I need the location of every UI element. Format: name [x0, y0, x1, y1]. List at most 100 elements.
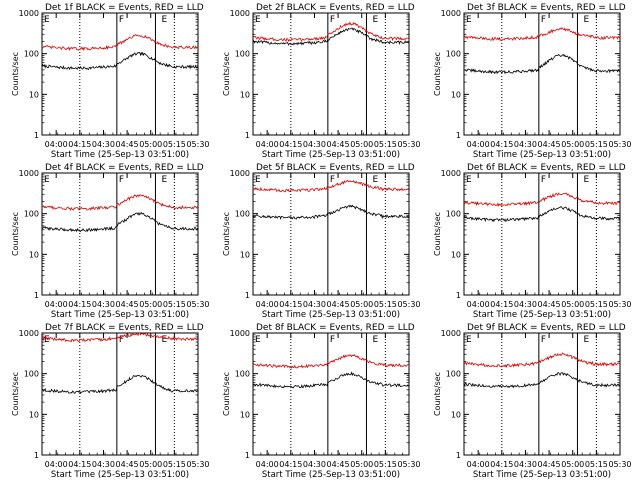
events-series-line	[41, 374, 199, 395]
x-tick-label: 05:00	[561, 460, 584, 469]
x-axis-label: Start Time (25-Sep-13 03:51:00)	[51, 150, 189, 160]
plot-frame	[41, 12, 199, 136]
marker-e-start-label: E	[44, 335, 50, 345]
events-series-line	[463, 372, 621, 389]
lld-series-line	[463, 27, 621, 42]
events-series-line	[252, 27, 410, 46]
x-tick-label: 04:15	[68, 460, 91, 469]
x-tick-label: 05:00	[139, 460, 162, 469]
lld-series-line	[463, 352, 621, 368]
y-tick-label: 10	[240, 250, 250, 259]
lld-series-line	[252, 354, 410, 369]
x-tick-label: 05:15	[585, 460, 608, 469]
x-tick-label: 05:00	[350, 140, 373, 149]
plot-frame	[463, 172, 621, 296]
x-tick-label: 04:00	[45, 460, 68, 469]
x-tick-label: 04:45	[327, 460, 350, 469]
y-axis-label: Counts/sec	[433, 52, 442, 96]
x-tick-label: 04:00	[256, 140, 279, 149]
panel-title: Det 9f BLACK = Events, RED = LLD	[467, 323, 626, 333]
x-tick-label: 04:00	[45, 300, 68, 309]
y-axis-label: Counts/sec	[222, 52, 231, 96]
marker-e-start-label: E	[466, 175, 472, 185]
x-tick-label: 04:15	[490, 300, 513, 309]
x-tick-label: 05:15	[585, 300, 608, 309]
lld-series-line	[463, 192, 621, 207]
y-tick-label: 10	[29, 250, 39, 259]
chart-panel: Det 2f BLACK = Events, RED = LLD 1 10 100 10…	[222, 3, 421, 160]
marker-e-start-label: E	[466, 15, 472, 25]
y-tick-label: 10	[29, 90, 39, 99]
x-tick-label: 04:15	[68, 140, 91, 149]
x-tick-label: 05:30	[397, 460, 420, 469]
x-tick-label: 05:15	[163, 140, 186, 149]
x-tick-label: 05:30	[397, 140, 420, 149]
x-tick-label: 05:30	[397, 300, 420, 309]
x-tick-label: 04:45	[327, 300, 350, 309]
y-tick-label: 10	[451, 90, 461, 99]
chart-panel: Det 3f BLACK = Events, RED = LLD 1 10 100 10…	[433, 3, 632, 160]
x-tick-label: 05:00	[561, 140, 584, 149]
y-tick-label: 1000	[230, 9, 250, 18]
marker-e-label: E	[372, 175, 378, 185]
plot-frame	[252, 172, 410, 296]
panel-title: Det 5f BLACK = Events, RED = LLD	[256, 163, 415, 173]
marker-e-start-label: E	[255, 175, 261, 185]
x-tick-label: 04:15	[279, 300, 302, 309]
y-tick-label: 1000	[19, 9, 39, 18]
x-tick-label: 05:30	[186, 300, 209, 309]
x-tick-label: 05:00	[139, 140, 162, 149]
marker-e-label: E	[161, 175, 167, 185]
events-series-line	[463, 53, 621, 75]
y-tick-label: 100	[235, 210, 250, 219]
panel-title: Det 4f BLACK = Events, RED = LLD	[45, 163, 204, 173]
x-tick-label: 05:15	[374, 300, 397, 309]
x-tick-label: 04:00	[256, 460, 279, 469]
marker-e-label: E	[583, 175, 589, 185]
y-tick-label: 100	[24, 370, 39, 379]
x-tick-label: 05:30	[608, 300, 631, 309]
plot-frame	[41, 172, 199, 296]
plot-frame	[463, 12, 621, 136]
x-tick-label: 05:15	[163, 460, 186, 469]
panel-title: Det 1f BLACK = Events, RED = LLD	[45, 3, 204, 13]
marker-f-label: F	[330, 15, 335, 25]
plot-frame	[41, 332, 199, 456]
x-tick-label: 04:00	[467, 140, 490, 149]
x-tick-label: 05:00	[350, 460, 373, 469]
y-tick-label: 100	[235, 370, 250, 379]
y-tick-label: 10	[29, 410, 39, 419]
y-tick-label: 100	[446, 370, 461, 379]
y-tick-label: 1	[456, 451, 461, 460]
x-tick-label: 04:15	[68, 300, 91, 309]
x-tick-label: 04:15	[279, 460, 302, 469]
y-tick-label: 1	[34, 291, 39, 300]
x-tick-label: 04:30	[514, 300, 537, 309]
x-tick-label: 05:15	[374, 140, 397, 149]
x-tick-label: 04:45	[538, 460, 561, 469]
marker-e-label: E	[583, 335, 589, 345]
chart-panel: Det 6f BLACK = Events, RED = LLD 1 10 100 10…	[433, 163, 632, 320]
y-tick-label: 10	[240, 410, 250, 419]
y-axis-label: Counts/sec	[11, 212, 20, 256]
marker-f-label: F	[541, 335, 546, 345]
x-tick-label: 04:15	[490, 140, 513, 149]
chart-panel: Det 8f BLACK = Events, RED = LLD 1 10 100 10…	[222, 323, 421, 480]
y-axis-label: Counts/sec	[11, 52, 20, 96]
y-tick-label: 1	[34, 451, 39, 460]
x-tick-label: 04:00	[45, 140, 68, 149]
y-tick-label: 10	[240, 90, 250, 99]
marker-f-label: F	[119, 335, 124, 345]
x-tick-label: 04:00	[467, 300, 490, 309]
x-tick-label: 04:30	[514, 460, 537, 469]
y-tick-label: 1000	[441, 329, 461, 338]
chart-panel: Det 4f BLACK = Events, RED = LLD 1 10 100 10…	[11, 163, 210, 320]
x-tick-label: 04:00	[467, 460, 490, 469]
panel-title: Det 7f BLACK = Events, RED = LLD	[45, 323, 204, 333]
x-tick-label: 04:30	[92, 300, 115, 309]
y-tick-label: 1000	[230, 169, 250, 178]
marker-e-label: E	[161, 15, 167, 25]
y-tick-label: 1	[245, 451, 250, 460]
x-axis-label: Start Time (25-Sep-13 03:51:00)	[473, 310, 611, 320]
plot-frame	[252, 332, 410, 456]
